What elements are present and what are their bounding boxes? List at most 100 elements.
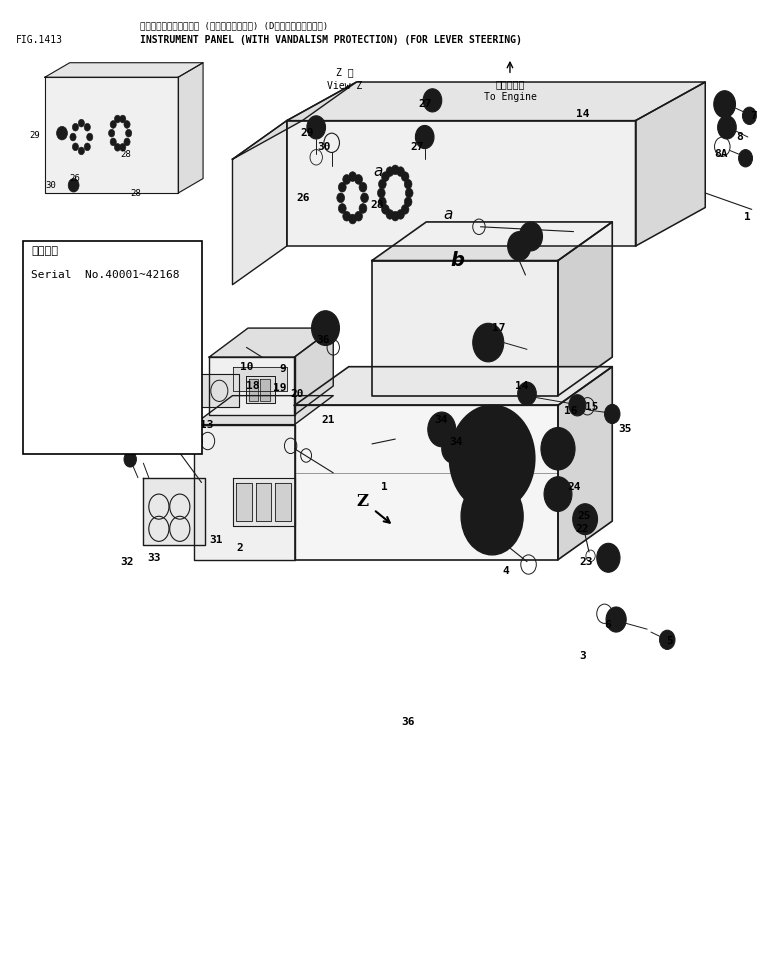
Circle shape — [355, 175, 363, 184]
Text: 19: 19 — [273, 383, 286, 393]
Text: b: b — [450, 251, 464, 270]
Circle shape — [339, 204, 346, 213]
Polygon shape — [110, 382, 119, 404]
Circle shape — [115, 115, 121, 123]
Circle shape — [110, 121, 116, 128]
Text: 28: 28 — [130, 188, 141, 198]
Circle shape — [508, 232, 531, 261]
Polygon shape — [636, 82, 705, 246]
Polygon shape — [200, 374, 239, 407]
Circle shape — [110, 138, 116, 146]
Circle shape — [57, 126, 67, 140]
Circle shape — [126, 129, 132, 137]
Circle shape — [739, 150, 753, 167]
Circle shape — [714, 91, 735, 118]
Polygon shape — [194, 425, 294, 560]
Circle shape — [381, 172, 389, 181]
Text: 10: 10 — [240, 362, 253, 372]
Circle shape — [381, 205, 389, 214]
Text: 6: 6 — [604, 620, 611, 630]
Circle shape — [312, 311, 339, 345]
Circle shape — [473, 323, 504, 362]
Polygon shape — [558, 222, 612, 396]
Circle shape — [386, 167, 394, 177]
Polygon shape — [372, 261, 558, 396]
Polygon shape — [45, 77, 178, 193]
Circle shape — [405, 179, 412, 189]
Polygon shape — [232, 478, 294, 526]
Circle shape — [378, 197, 386, 207]
Circle shape — [415, 125, 434, 149]
Text: 7: 7 — [750, 111, 757, 121]
Polygon shape — [287, 82, 705, 121]
Text: Z: Z — [356, 493, 369, 510]
Circle shape — [78, 120, 84, 127]
Polygon shape — [87, 382, 96, 404]
Text: 14: 14 — [576, 109, 589, 119]
Circle shape — [405, 188, 413, 198]
Polygon shape — [256, 482, 271, 521]
Circle shape — [378, 179, 386, 189]
Text: 2: 2 — [236, 543, 243, 553]
Text: 24: 24 — [567, 482, 580, 492]
Text: 1: 1 — [744, 212, 751, 222]
Circle shape — [337, 193, 345, 203]
Text: エンジンへ
To Engine: エンジンへ To Engine — [484, 79, 536, 102]
Circle shape — [124, 138, 130, 146]
Text: 9: 9 — [84, 364, 91, 373]
Text: 9: 9 — [279, 364, 286, 373]
Circle shape — [606, 607, 626, 632]
Circle shape — [84, 124, 91, 131]
Circle shape — [87, 133, 93, 141]
Circle shape — [70, 133, 76, 141]
Text: 適用号機: 適用号機 — [31, 246, 58, 256]
Circle shape — [391, 165, 399, 175]
Circle shape — [573, 504, 598, 535]
Polygon shape — [209, 357, 294, 415]
Polygon shape — [209, 328, 333, 357]
Polygon shape — [160, 382, 170, 404]
Text: 4: 4 — [502, 566, 509, 576]
Text: 26: 26 — [296, 193, 309, 203]
Text: 11: 11 — [188, 364, 201, 373]
Circle shape — [397, 167, 405, 177]
Polygon shape — [178, 63, 203, 193]
Text: 36: 36 — [401, 717, 415, 727]
Circle shape — [78, 147, 84, 154]
Text: 12: 12 — [182, 420, 195, 429]
Text: a: a — [443, 207, 453, 222]
Text: 8: 8 — [736, 132, 743, 142]
Circle shape — [597, 543, 620, 572]
Polygon shape — [172, 382, 181, 404]
Polygon shape — [122, 382, 131, 404]
Text: 5: 5 — [666, 636, 673, 646]
Circle shape — [718, 116, 736, 139]
Text: 28: 28 — [370, 200, 384, 209]
Circle shape — [355, 211, 363, 221]
Text: 30: 30 — [45, 180, 56, 190]
Text: 3: 3 — [580, 651, 587, 661]
Circle shape — [544, 477, 572, 511]
Polygon shape — [98, 382, 108, 404]
Text: 29: 29 — [29, 130, 40, 140]
Circle shape — [359, 182, 367, 192]
Polygon shape — [232, 82, 356, 159]
Text: 15: 15 — [585, 402, 598, 412]
Circle shape — [401, 205, 409, 214]
Text: INSTRUMENT PANEL (WITH VANDALISM PROTECTION) (FOR LEVER STEERING): INSTRUMENT PANEL (WITH VANDALISM PROTECT… — [140, 35, 522, 44]
Text: 33: 33 — [147, 553, 160, 563]
Polygon shape — [84, 378, 136, 407]
Circle shape — [449, 405, 535, 511]
Text: 30: 30 — [318, 142, 331, 152]
Text: 26: 26 — [70, 174, 81, 183]
Circle shape — [405, 197, 412, 207]
Text: 23: 23 — [580, 557, 593, 566]
Polygon shape — [194, 396, 333, 425]
Text: 22: 22 — [575, 524, 588, 534]
Polygon shape — [294, 405, 558, 560]
Text: 20: 20 — [291, 389, 304, 399]
Circle shape — [386, 209, 394, 219]
Circle shape — [72, 143, 78, 151]
Polygon shape — [260, 379, 270, 401]
Polygon shape — [232, 367, 287, 391]
